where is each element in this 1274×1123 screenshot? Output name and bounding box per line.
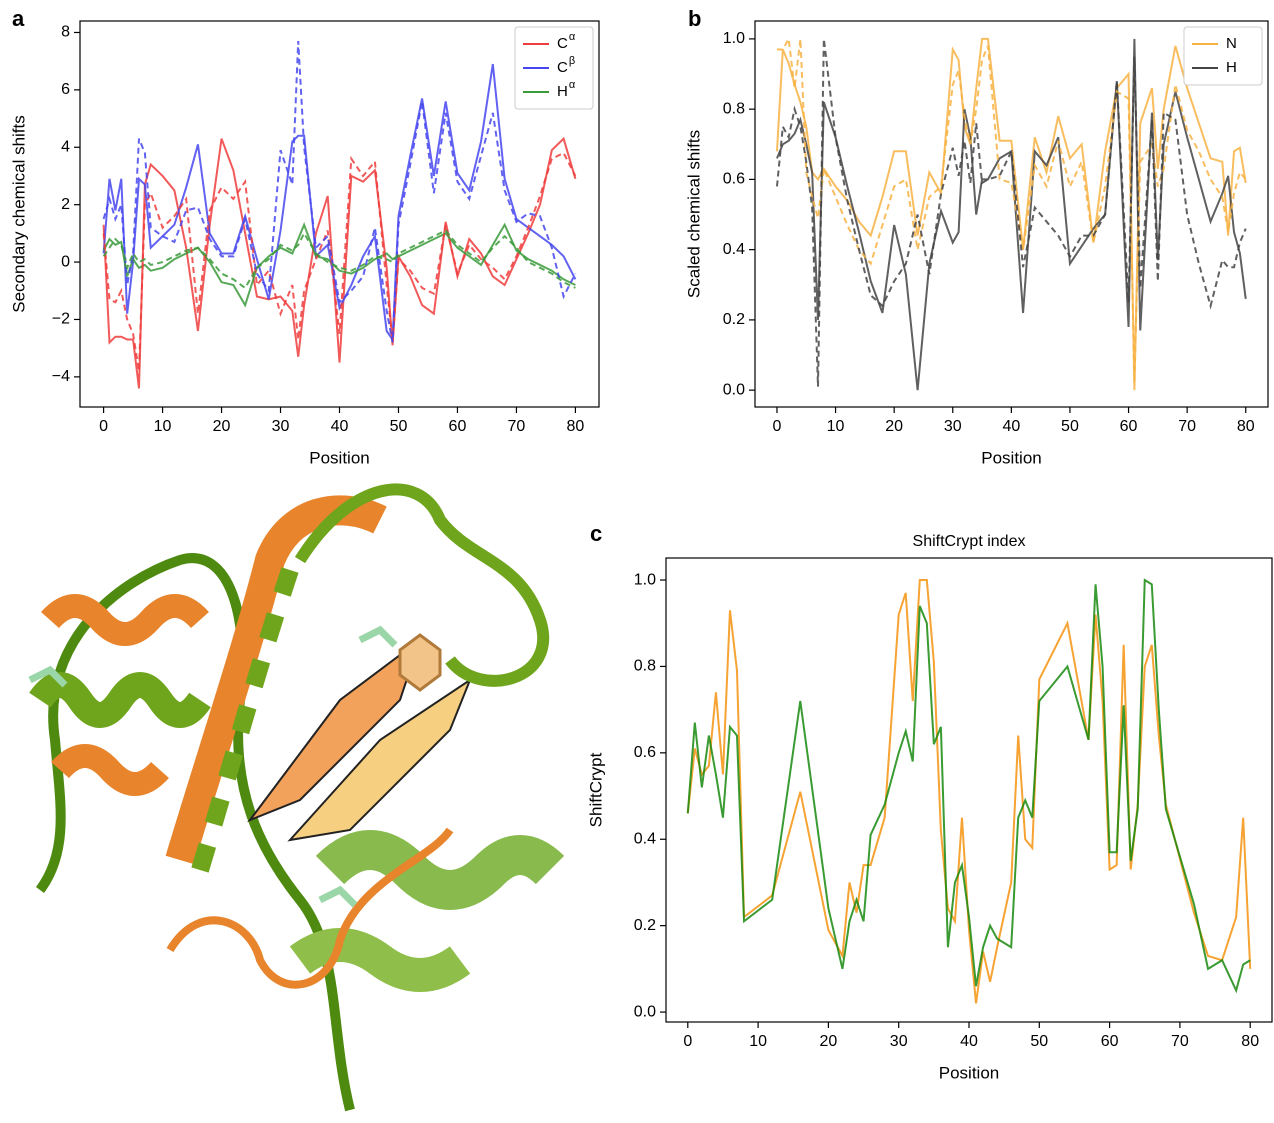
chart: b Position Scaled chemical shifts 0 10 20 30 40… [684,6,1269,467]
x-tick-label: 50 [1061,418,1079,435]
helix [41,594,209,646]
legend-label-sup: α [569,31,576,43]
helix [191,567,299,873]
helix [289,928,471,992]
legend-label: C [557,59,568,76]
y-tick-label: −4 [52,368,70,385]
legend-label: H [557,83,568,100]
x-tick-label: 10 [749,1033,767,1050]
x-tick-label: 80 [1241,1033,1259,1050]
series-line [776,38,1247,391]
protein-structure [28,483,565,1112]
legend-label-sup: β [569,55,575,67]
x-tick-label: 60 [1101,1033,1119,1050]
y-tick-label: 1.0 [723,30,745,47]
loop [294,483,549,687]
y-axis-label: Secondary chemical shifts [9,115,28,312]
y-axis-label: ShiftCrypt [586,752,605,827]
y-tick-label: 0 [61,253,70,270]
x-axis-label: Position [981,448,1041,467]
helix [51,744,169,796]
y-axis-label: Scaled chemical shifts [684,130,703,298]
y-tick-label: 0.0 [634,1003,656,1020]
y-tick-label: 0.6 [634,744,656,761]
x-tick-label: 20 [213,418,231,435]
x-tick-label: 70 [508,418,526,435]
helix [29,672,211,728]
x-tick-label: 30 [272,418,290,435]
side-chain [28,625,398,908]
legend-box [1183,26,1263,86]
y-tick-label: 1.0 [634,571,656,588]
series-line [102,63,577,343]
panel-label: c [590,521,602,546]
panel-label: a [12,6,25,31]
side-chain [398,633,442,692]
y-tick-label: 0.2 [634,917,656,934]
x-tick-label: 80 [567,418,585,435]
y-tick-label: 6 [61,81,70,98]
x-tick-label: 30 [944,418,962,435]
legend-label: C [557,35,568,52]
x-axis-label: Position [939,1063,999,1082]
series-line [102,229,576,290]
x-tick-label: 30 [890,1033,908,1050]
y-tick-label: 0.4 [723,241,745,258]
x-tick-label: 40 [331,418,349,435]
y-tick-label: 0.2 [723,311,745,328]
plot-frame [79,20,600,408]
legend-box [514,26,594,110]
x-tick-label: 0 [99,418,108,435]
x-tick-label: 60 [1120,418,1138,435]
y-tick-label: 0.8 [723,100,745,117]
panel-label: b [688,6,701,31]
legend-label: N [1226,35,1237,52]
x-tick-label: 0 [773,418,782,435]
legend-label-sup: α [569,79,576,91]
y-tick-label: 0.8 [634,658,656,675]
series-line [686,578,1251,994]
x-tick-label: 0 [683,1033,692,1050]
x-tick-label: 60 [449,418,467,435]
x-tick-label: 70 [1171,1033,1189,1050]
x-tick-label: 20 [885,418,903,435]
x-tick-label: 10 [154,418,172,435]
y-tick-label: 2 [61,196,70,213]
plot-frame [665,557,1273,1023]
y-tick-label: 4 [61,138,70,155]
x-tick-label: 70 [1178,418,1196,435]
series-line [775,37,1247,391]
x-tick-label: 10 [827,418,845,435]
helix [165,495,387,865]
sheet [287,677,473,842]
series-line [686,579,1252,1004]
loop [166,827,454,989]
helix [315,830,565,910]
x-tick-label: 40 [1002,418,1020,435]
y-tick-label: 8 [61,24,70,41]
legend-label: H [1226,59,1237,76]
x-tick-label: 50 [390,418,408,435]
x-axis-label: Position [309,448,369,467]
series-line [775,38,1247,387]
x-tick-label: 20 [819,1033,837,1050]
x-tick-label: 80 [1237,418,1255,435]
series-line [102,41,577,343]
series-line [102,136,577,389]
chart: c ShiftCrypt index Position ShiftCrypt 0 10 20… [586,521,1273,1082]
x-tick-label: 40 [960,1033,978,1050]
y-tick-label: 0.4 [634,830,656,847]
y-tick-label: 0.6 [723,171,745,188]
y-tick-label: 0.0 [723,381,745,398]
backbone [35,553,355,1112]
y-tick-label: −2 [52,311,70,328]
series-line [776,35,1247,384]
chart-title: ShiftCrypt index [913,533,1026,550]
x-tick-label: 50 [1030,1033,1048,1050]
plot-frame [754,20,1269,408]
